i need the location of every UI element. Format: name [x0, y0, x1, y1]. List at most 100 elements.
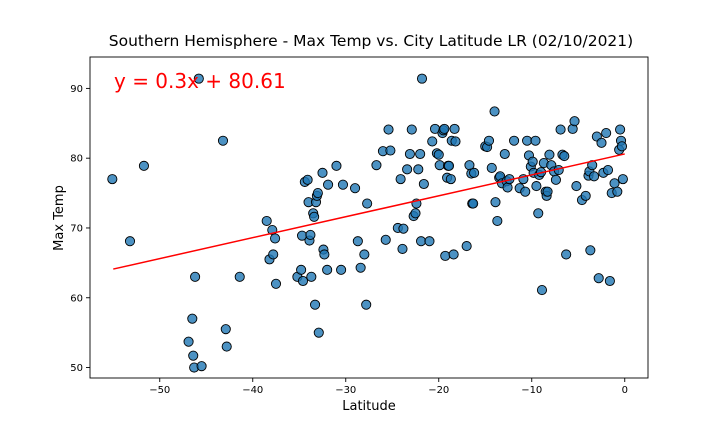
data-point [268, 249, 279, 260]
y-axis-label: Max Temp [52, 185, 67, 251]
data-point [490, 197, 501, 208]
data-point [398, 223, 409, 234]
data-point [530, 135, 541, 146]
data-point [555, 124, 566, 135]
data-point [616, 141, 628, 152]
data-point [533, 208, 544, 219]
data-point [297, 275, 309, 287]
y-tick-label: 90 [70, 84, 83, 95]
data-point [499, 148, 510, 160]
data-point [418, 178, 429, 190]
data-point [461, 241, 472, 252]
data-point [310, 299, 321, 310]
data-point [489, 106, 500, 117]
data-point [306, 271, 317, 282]
data-point [559, 151, 570, 162]
data-point [352, 236, 363, 247]
data-point [190, 271, 201, 282]
data-point [188, 350, 199, 361]
data-point [617, 174, 628, 185]
data-point [448, 249, 459, 260]
data-point [261, 215, 272, 227]
data-point [312, 188, 323, 199]
data-point [138, 160, 149, 171]
chart-title: Southern Hemisphere - Max Temp vs. City … [109, 32, 633, 50]
data-point [550, 174, 561, 185]
data-point [395, 174, 406, 185]
data-point [196, 361, 207, 372]
data-point [522, 135, 533, 146]
data-point [433, 149, 444, 160]
data-point [107, 174, 118, 185]
data-point [413, 164, 424, 175]
data-point [187, 313, 198, 324]
data-point [609, 178, 620, 189]
data-point [443, 160, 455, 171]
x-tick-label: −10 [521, 385, 542, 396]
data-point [323, 179, 334, 190]
data-point [593, 273, 604, 284]
data-point [427, 136, 438, 147]
data-point [483, 135, 495, 146]
y-tick-label: 80 [70, 154, 83, 165]
data-point [416, 236, 427, 247]
data-point [527, 156, 538, 167]
data-point [604, 275, 615, 287]
data-point [359, 249, 370, 260]
data-point [602, 164, 614, 176]
data-point [486, 162, 497, 173]
data-point [415, 148, 426, 160]
data-point [397, 243, 408, 254]
x-tick-label: −40 [242, 385, 263, 396]
data-point [319, 249, 330, 260]
data-point [450, 136, 461, 147]
data-point [270, 278, 282, 289]
data-point [322, 264, 333, 275]
data-point [355, 262, 366, 273]
data-point [492, 215, 503, 227]
data-point [361, 299, 372, 310]
y-tick-label: 70 [70, 223, 83, 234]
plot-frame [89, 56, 649, 379]
data-point [402, 164, 413, 175]
x-tick-label: −50 [149, 385, 170, 396]
data-point [424, 236, 435, 247]
data-point [561, 249, 572, 260]
data-point [449, 123, 460, 134]
data-point [580, 190, 591, 201]
data-point [337, 179, 349, 190]
data-point [416, 73, 428, 84]
data-point [440, 250, 451, 261]
data-point [434, 160, 445, 171]
data-point [221, 341, 232, 352]
data-point [270, 233, 281, 244]
x-tick-label: −20 [428, 385, 449, 396]
data-point [571, 181, 582, 192]
data-point [410, 208, 421, 219]
data-point [383, 124, 394, 135]
x-tick-label: 0 [622, 385, 628, 396]
data-point [349, 183, 361, 194]
data-point [612, 186, 623, 197]
data-point [596, 137, 607, 148]
data-point [217, 135, 229, 146]
data-point [536, 285, 548, 296]
data-point [502, 182, 513, 193]
data-point [124, 236, 136, 247]
data-point [317, 167, 328, 178]
data-point [234, 271, 245, 282]
data-point [531, 181, 542, 192]
regression-line [113, 153, 625, 270]
data-point [468, 198, 479, 209]
data-point [193, 73, 204, 84]
data-point [220, 324, 231, 335]
regression-equation: y = 0.3x + 80.61 [114, 69, 286, 93]
y-tick-label: 60 [70, 293, 83, 304]
data-point [585, 245, 596, 256]
data-point [569, 116, 580, 127]
data-point [439, 123, 450, 134]
x-tick-label: −30 [335, 385, 356, 396]
data-point [302, 174, 313, 185]
data-point [520, 186, 531, 197]
data-point [509, 135, 520, 146]
